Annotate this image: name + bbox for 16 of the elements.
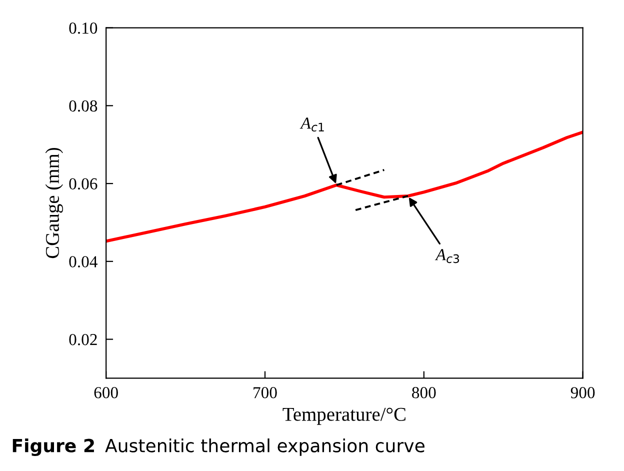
annotation: A$_{c3}$ <box>434 249 460 264</box>
x-tick-label: 900 <box>570 387 595 398</box>
y-tick-label: 0.04 <box>69 256 98 268</box>
x-tick-label: 700 <box>254 387 277 398</box>
x-tick-label: 800 <box>412 387 436 398</box>
y-axis-title: CGauge (mm) <box>45 148 64 258</box>
annotation: A$_{c1}$ <box>300 118 324 132</box>
y-tick-label: 0.08 <box>69 100 98 112</box>
y-tick-label: 0.02 <box>69 334 97 346</box>
text: Austenitic thermal expansion curve <box>105 438 424 456</box>
x-tick-label: 600 <box>94 387 118 398</box>
caption: Figure 2 <box>12 438 94 456</box>
line-series <box>106 130 583 243</box>
y-tick-label: 0.10 <box>69 22 98 34</box>
x-axis-title: Temperature/°C <box>282 408 406 425</box>
y-tick-label: 0.06 <box>69 178 98 190</box>
